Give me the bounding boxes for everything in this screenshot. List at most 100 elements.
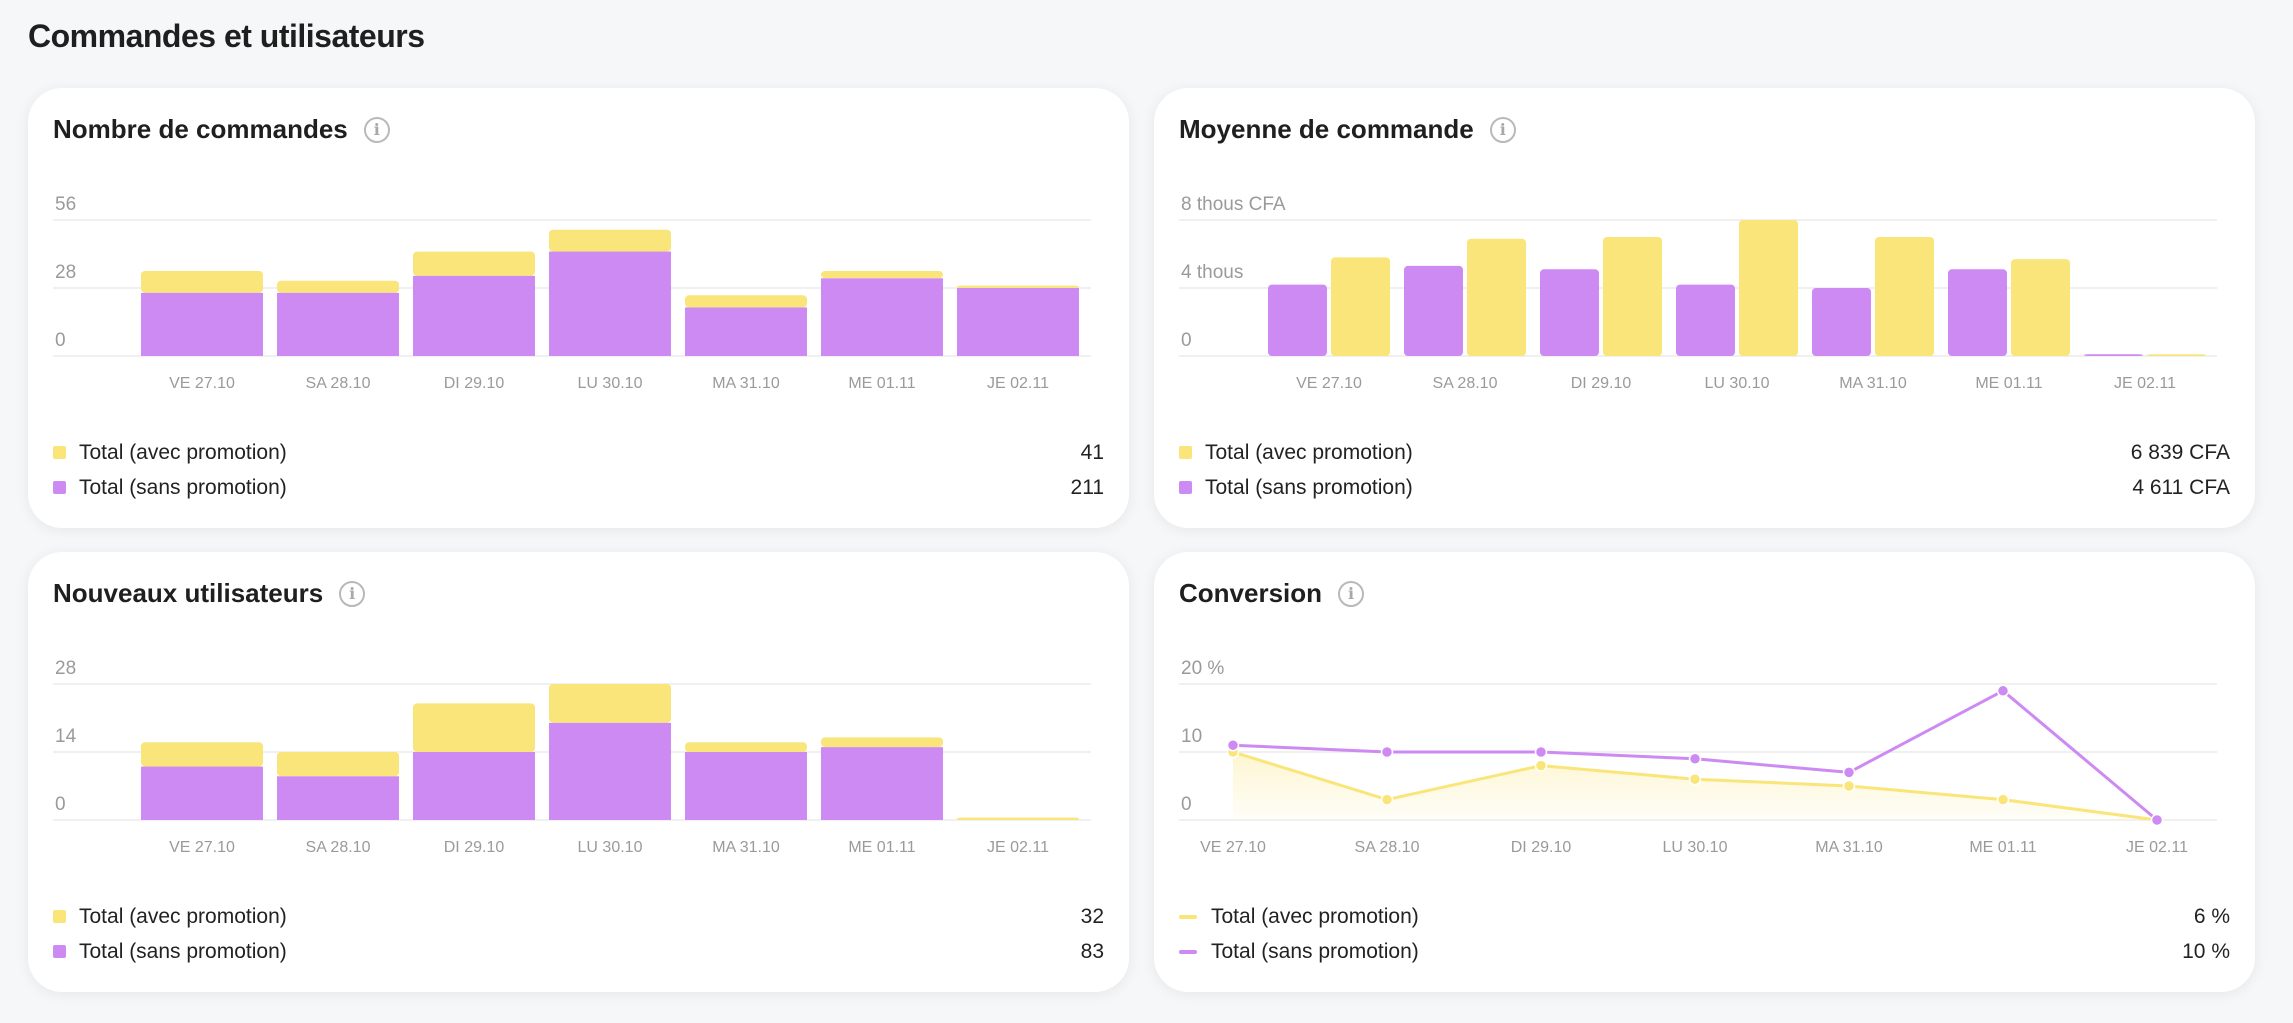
y-tick-label: 0	[55, 330, 66, 351]
point-avec-promotion	[1688, 772, 1702, 786]
point-sans-promotion	[1534, 745, 1548, 759]
bar-segment-avec-promotion	[413, 251, 535, 276]
legend-label: Total (avec promotion)	[79, 440, 287, 464]
card-title-text: Moyenne de commande	[1179, 114, 1474, 144]
x-tick-label: LU 30.10	[1705, 375, 1770, 392]
legend-label: Total (avec promotion)	[79, 904, 287, 928]
point-avec-promotion	[1534, 759, 1548, 772]
y-tick-label: 20 %	[1181, 658, 1224, 679]
legend-label: Total (avec promotion)	[1205, 440, 1413, 464]
bar-avec-promotion	[1875, 237, 1934, 356]
y-tick-label: 4 thous	[1181, 262, 1243, 283]
bar-sans-promotion	[1812, 288, 1871, 356]
legend-item-sans-promotion[interactable]: Total (sans promotion) 83	[53, 934, 1104, 969]
legend-swatch-yellow	[53, 446, 66, 459]
legend-swatch-purple	[1179, 481, 1192, 494]
legend-label: Total (sans promotion)	[79, 939, 287, 963]
y-tick-label: 0	[1181, 330, 1192, 351]
point-avec-promotion	[1380, 793, 1394, 806]
y-tick-label: 0	[1181, 794, 1192, 815]
bar-segment-sans-promotion	[821, 278, 943, 356]
info-icon[interactable]: i	[363, 116, 390, 143]
x-tick-label: DI 29.10	[444, 839, 505, 856]
line-chart-conversion: 0 10 20 % VE 27.10 SA 28.10 DI 29.10 LU 30.10 M…	[1179, 658, 2217, 856]
card-title-text: Conversion	[1179, 578, 1323, 608]
x-tick-label: LU 30.10	[578, 839, 643, 856]
bar-avec-promotion	[1739, 220, 1798, 356]
info-icon[interactable]: i	[339, 580, 366, 607]
y-tick-label: 10	[1181, 726, 1202, 747]
x-tick-label: ME 01.11	[1969, 839, 2036, 856]
info-icon[interactable]: i	[1338, 580, 1365, 607]
bar-segment-avec-promotion	[277, 280, 399, 293]
card-title: Moyenne de commande i	[1179, 114, 1516, 145]
bar-segment-avec-promotion	[685, 742, 807, 752]
card-moyenne-de-commande: Moyenne de commande i 0 4 thous 8 thous CF…	[1154, 88, 2255, 528]
bar-segment-sans-promotion	[957, 288, 1079, 356]
bar-segment-sans-promotion	[141, 766, 263, 820]
legend-item-avec-promotion[interactable]: Total (avec promotion) 6 %	[1179, 899, 2230, 934]
legend-value: 6 839 CFA	[2130, 440, 2230, 464]
x-tick-label: SA 28.10	[1355, 839, 1420, 856]
legend-label: Total (sans promotion)	[79, 475, 287, 499]
legend: Total (avec promotion) 41 Total (sans pr…	[53, 435, 1104, 505]
point-sans-promotion	[2150, 813, 2164, 827]
x-tick-label: MA 31.10	[1815, 839, 1883, 856]
bar-segment-sans-promotion	[685, 307, 807, 356]
x-tick-label: VE 27.10	[1296, 375, 1362, 392]
bar-sans-promotion	[1948, 269, 2007, 356]
y-tick-label: 28	[55, 658, 76, 679]
x-tick-label: MA 31.10	[712, 839, 780, 856]
bar-segment-sans-promotion	[821, 747, 943, 820]
bar-segment-avec-promotion	[821, 737, 943, 748]
legend-item-sans-promotion[interactable]: Total (sans promotion) 10 %	[1179, 934, 2230, 969]
x-tick-label: VE 27.10	[169, 375, 235, 392]
bar-segment-avec-promotion	[685, 295, 807, 308]
card-title: Nouveaux utilisateurs i	[53, 578, 366, 609]
bar-sans-promotion	[2084, 354, 2143, 356]
legend-value: 10 %	[2182, 939, 2230, 963]
x-tick-label: ME 01.11	[1975, 375, 2042, 392]
card-title-text: Nombre de commandes	[53, 114, 348, 144]
x-tick-label: JE 02.11	[987, 839, 1049, 856]
bar-segment-avec-promotion	[821, 271, 943, 279]
bar-segment-avec-promotion	[957, 817, 1079, 820]
card-nouveaux-utilisateurs: Nouveaux utilisateurs i 0 14 28 VE 27.10 SA …	[28, 552, 1129, 992]
x-tick-label: LU 30.10	[1663, 839, 1728, 856]
legend-item-avec-promotion[interactable]: Total (avec promotion) 6 839 CFA	[1179, 435, 2230, 470]
legend-value: 83	[1080, 939, 1104, 963]
legend-item-avec-promotion[interactable]: Total (avec promotion) 41	[53, 435, 1104, 470]
area-avec-promotion	[1233, 752, 2157, 820]
bar-segment-avec-promotion	[549, 229, 671, 252]
legend-label: Total (sans promotion)	[1211, 939, 1419, 963]
x-tick-label: LU 30.10	[578, 375, 643, 392]
x-tick-label: SA 28.10	[306, 839, 371, 856]
page-title: Commandes et utilisateurs	[28, 18, 425, 54]
bar-segment-sans-promotion	[141, 292, 263, 356]
x-tick-label: JE 02.11	[2114, 375, 2176, 392]
x-tick-label: MA 31.10	[712, 375, 780, 392]
legend-item-sans-promotion[interactable]: Total (sans promotion) 211	[53, 470, 1104, 505]
bar-sans-promotion	[1676, 284, 1735, 356]
legend-item-sans-promotion[interactable]: Total (sans promotion) 4 611 CFA	[1179, 470, 2230, 505]
y-tick-label: 14	[55, 726, 77, 747]
x-tick-label: VE 27.10	[1200, 839, 1266, 856]
x-tick-label: ME 01.11	[848, 375, 915, 392]
legend-value: 4 611 CFA	[2132, 475, 2230, 499]
bar-segment-sans-promotion	[685, 752, 807, 820]
x-tick-label: SA 28.10	[1433, 375, 1498, 392]
x-tick-label: DI 29.10	[1571, 375, 1632, 392]
info-icon[interactable]: i	[1489, 116, 1516, 143]
x-tick-label: DI 29.10	[1511, 839, 1572, 856]
legend-swatch-yellow-line	[1179, 914, 1197, 919]
bar-segment-avec-promotion	[141, 742, 263, 767]
card-nombre-de-commandes: Nombre de commandes i 0 28 56 VE 27.10 SA 28…	[28, 88, 1129, 528]
legend-value: 211	[1070, 475, 1104, 499]
x-tick-label: SA 28.10	[306, 375, 371, 392]
legend-item-avec-promotion[interactable]: Total (avec promotion) 32	[53, 899, 1104, 934]
bar-avec-promotion	[2147, 354, 2206, 356]
bar-segment-avec-promotion	[549, 684, 671, 723]
bar-avec-promotion	[1467, 238, 1526, 356]
card-title: Nombre de commandes i	[53, 114, 390, 145]
bar-segment-avec-promotion	[141, 271, 263, 293]
